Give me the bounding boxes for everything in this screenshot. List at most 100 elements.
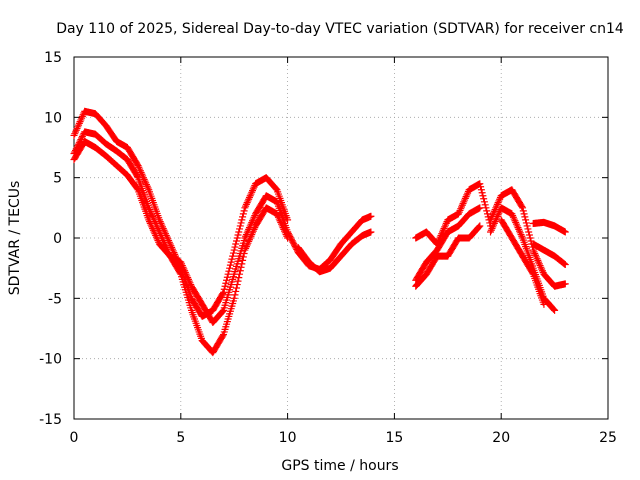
data-point — [459, 200, 467, 208]
data-point — [234, 277, 242, 285]
data-point — [455, 208, 463, 216]
data-point — [148, 223, 156, 231]
data-point — [147, 221, 155, 229]
data-point — [219, 332, 227, 340]
data-point — [534, 256, 542, 264]
data-point — [561, 261, 569, 269]
data-point — [529, 246, 537, 254]
data-point — [251, 224, 259, 232]
y-tick-label: -10 — [39, 352, 62, 368]
data-point — [516, 227, 524, 235]
data-point — [523, 222, 531, 230]
data-point — [440, 225, 448, 233]
data-point — [180, 265, 188, 273]
data-point — [226, 264, 234, 272]
data-point — [239, 253, 247, 261]
data-point — [538, 265, 546, 273]
data-point — [454, 210, 462, 218]
data-point — [240, 207, 248, 215]
data-point — [232, 287, 240, 295]
data-point — [133, 160, 141, 168]
data-point — [461, 194, 469, 202]
data-point — [242, 200, 250, 208]
data-point — [482, 204, 490, 212]
data-point — [135, 163, 143, 171]
data-point — [232, 284, 240, 292]
data-point — [246, 192, 254, 200]
data-point — [493, 200, 501, 208]
data-point — [76, 118, 84, 126]
data-point — [249, 187, 257, 195]
data-point — [133, 185, 141, 193]
data-point — [516, 229, 524, 237]
data-point — [483, 210, 491, 218]
data-point — [239, 256, 247, 264]
data-point — [226, 261, 234, 269]
data-point — [218, 308, 226, 316]
data-point — [367, 228, 375, 236]
axis-ticks: 0 5 10 15 20 25 -15 -10 -5 0 5 10 15 — [39, 50, 617, 446]
data-point — [514, 224, 522, 232]
data-point — [540, 300, 548, 308]
data-point — [138, 170, 146, 178]
data-point — [438, 228, 446, 236]
data-point — [179, 263, 187, 271]
data-point — [244, 197, 252, 205]
y-tick-label: 10 — [44, 110, 62, 126]
data-point — [488, 225, 496, 233]
data-point — [433, 240, 441, 248]
data-point — [515, 225, 523, 233]
series-track-5 — [294, 228, 375, 276]
data-point — [508, 210, 516, 218]
data-point — [536, 262, 544, 270]
data-point — [223, 276, 231, 284]
data-point — [476, 222, 484, 230]
data-point — [535, 258, 543, 266]
data-point — [478, 189, 486, 197]
data-point — [136, 165, 144, 173]
data-point — [249, 215, 257, 223]
data-point — [233, 234, 241, 242]
data-point — [77, 116, 85, 124]
data-point — [241, 246, 249, 254]
data-point — [186, 279, 194, 287]
data-point — [184, 275, 192, 283]
data-point — [239, 210, 247, 218]
data-point — [227, 258, 235, 266]
data-point — [229, 252, 237, 260]
data-point — [463, 191, 471, 199]
data-point — [512, 220, 520, 228]
chart-title: Day 110 of 2025, Sidereal Day-to-day VTE… — [56, 21, 624, 37]
data-point — [242, 202, 250, 210]
data-point — [281, 227, 289, 235]
data-point — [460, 198, 468, 206]
data-point — [247, 190, 255, 198]
data-point — [237, 263, 245, 271]
data-point — [144, 184, 152, 192]
data-point — [509, 213, 517, 221]
data-point — [248, 231, 256, 239]
data-point — [493, 212, 501, 220]
series-track-12 — [529, 218, 569, 236]
data-point — [526, 234, 534, 242]
data-point — [152, 233, 160, 241]
data-point — [146, 219, 154, 227]
data-point — [519, 204, 527, 212]
data-point — [237, 219, 245, 227]
data-point — [245, 195, 253, 203]
data-point — [522, 219, 530, 227]
data-point — [149, 225, 157, 233]
data-point — [183, 272, 191, 280]
data-point — [250, 183, 258, 191]
data-point — [228, 255, 236, 263]
data-point — [234, 231, 242, 239]
data-point — [476, 204, 484, 212]
series-track-7 — [412, 222, 484, 290]
data-point — [551, 306, 559, 314]
data-point — [279, 224, 287, 232]
data-point — [219, 307, 227, 315]
data-point — [518, 232, 526, 240]
data-point — [522, 216, 530, 224]
series-track-3 — [70, 137, 292, 357]
